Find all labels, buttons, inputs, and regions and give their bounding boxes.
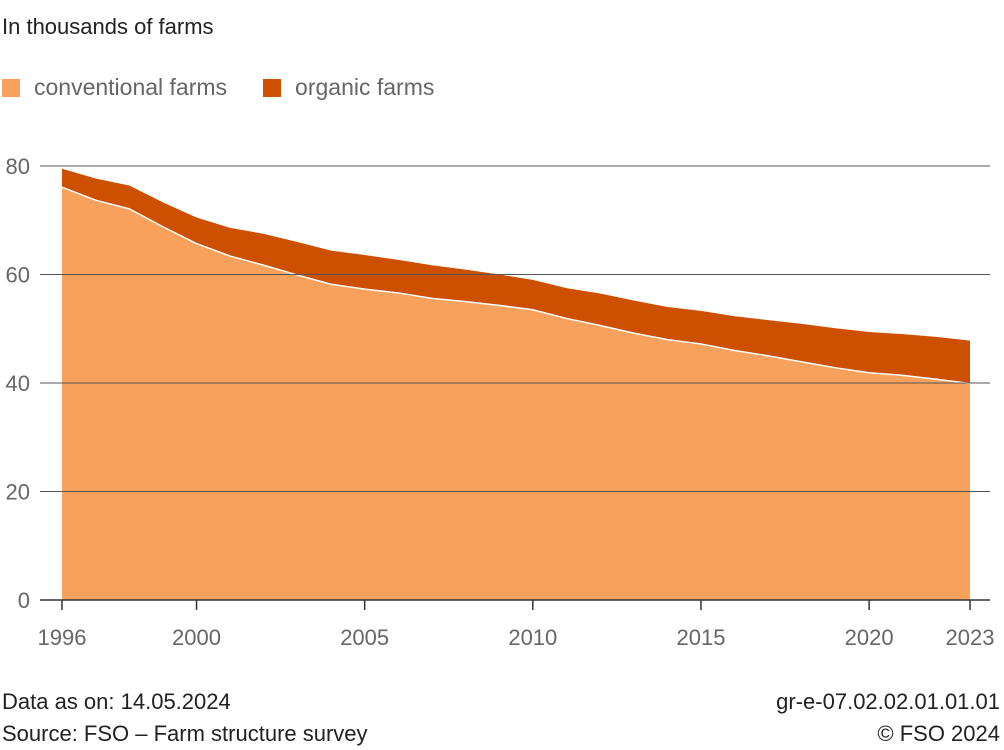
source-note: Source: FSO – Farm structure survey: [2, 721, 368, 746]
area-conventional-farms: [62, 187, 970, 600]
chart-code: gr-e-07.02.02.01.01.01: [776, 689, 1000, 714]
y-tick-label: 0: [18, 588, 30, 613]
legend-label-organic: organic farms: [295, 74, 435, 100]
x-tick-label: 2015: [676, 625, 725, 650]
legend-swatch-conventional: [2, 78, 20, 97]
chart-subtitle: In thousands of farms: [2, 14, 214, 39]
x-tick-label: 1996: [38, 625, 87, 650]
area-organic-farms: [62, 168, 970, 384]
legend-label-conventional: conventional farms: [34, 74, 228, 100]
legend-item-organic[interactable]: organic farms: [263, 74, 434, 101]
y-tick-label: 60: [6, 263, 30, 288]
stacked-area-chart: 0 20 40 60 80 1996 2000 2005 2010 2015 2020 2023: [6, 154, 995, 650]
chart-legend: conventional farms organic farms: [2, 74, 470, 101]
x-tick-label: 2000: [172, 625, 221, 650]
data-date-note: Data as on: 14.05.2024: [2, 689, 231, 714]
x-tick-label: 2005: [340, 625, 389, 650]
y-tick-label: 40: [6, 371, 30, 396]
x-tick-label: 2010: [508, 625, 557, 650]
x-tick-label: 2023: [946, 625, 995, 650]
series-separator-line: [61, 186, 971, 385]
legend-swatch-organic: [263, 78, 282, 97]
x-tick-label: 2020: [845, 625, 894, 650]
y-tick-label: 20: [6, 480, 30, 505]
copyright-note: © FSO 2024: [877, 721, 1000, 746]
y-tick-label: 80: [6, 154, 30, 179]
legend-item-conventional[interactable]: conventional farms: [2, 74, 227, 101]
footer-left: Data as on: 14.05.2024 Source: FSO – Far…: [2, 686, 368, 750]
footer-right: gr-e-07.02.02.01.01.01 © FSO 2024: [776, 686, 1000, 750]
